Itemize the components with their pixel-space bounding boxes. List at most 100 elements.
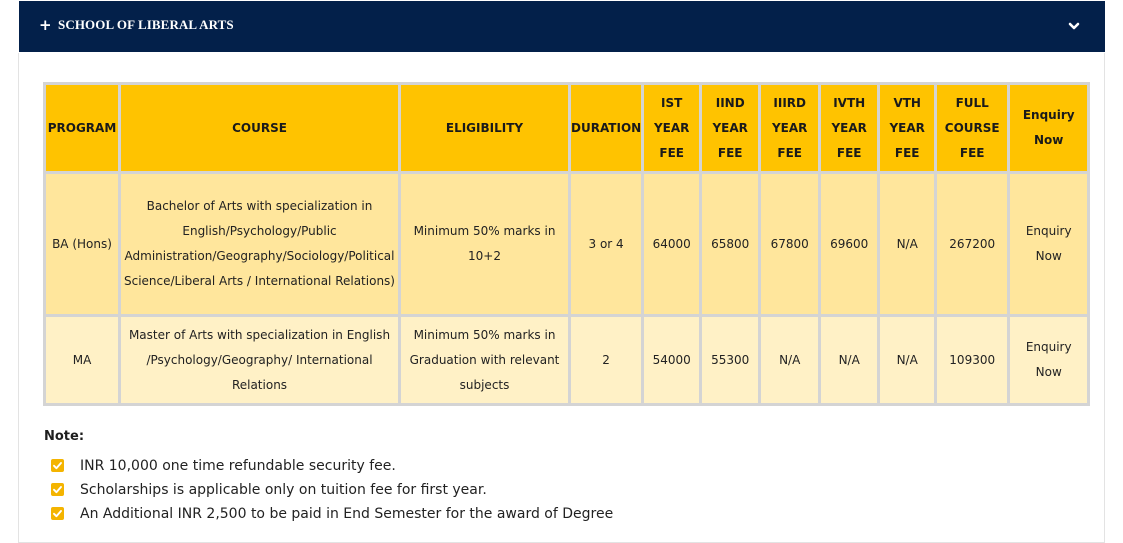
notes-section: Note: INR 10,000 one time refundable sec… <box>44 428 1084 526</box>
enquiry-now-link[interactable]: Enquiry Now <box>1010 174 1088 314</box>
header-enquiry-now: Enquiry Now <box>1010 85 1088 171</box>
cell-year3-lines: 67800 <box>761 232 818 257</box>
cell-duration-lines: 3 or 4 <box>571 232 641 257</box>
cell-line[interactable]: Now <box>1035 365 1062 379</box>
cell-program-lines: BA (Hons) <box>46 232 118 257</box>
header-course: COURSE <box>121 85 398 171</box>
cell-full-course-fee: 109300 <box>937 317 1008 403</box>
cell-year5-lines: N/A <box>880 348 934 373</box>
cell-line: Bachelor of Arts with specialization in <box>146 199 373 213</box>
cell-year1-lines: 54000 <box>644 348 699 373</box>
header-full-lines: FULL COURSE FEE <box>937 91 1007 166</box>
cell-line: ELIGIBILITY <box>445 120 524 135</box>
header-enquiry-lines: Enquiry Now <box>1010 103 1087 153</box>
cell-line: FEE <box>959 145 985 160</box>
cell-line: N/A <box>896 236 918 251</box>
cell-line: PROGRAM <box>47 120 117 135</box>
header-year3-fee: IIIRD YEAR FEE <box>761 85 819 171</box>
cell-line: 54000 <box>652 352 691 367</box>
note-text: INR 10,000 one time refundable security … <box>80 458 396 474</box>
cell-course: Bachelor of Arts with specialization in E… <box>121 174 398 314</box>
cell-line: YEAR <box>771 120 808 135</box>
cell-eligibility: Minimum 50% marks in Graduation with rele… <box>401 317 568 403</box>
accordion-header-liberal-arts[interactable]: + SCHOOL OF LIBERAL ARTS <box>19 1 1105 52</box>
cell-line: subjects <box>459 377 510 392</box>
cell-year1-lines: 64000 <box>644 232 699 257</box>
plus-icon: + <box>39 16 52 34</box>
cell-eligibility: Minimum 50% marks in 10+2 <box>401 174 568 314</box>
cell-line: Administration/Geography/Sociology/Polit… <box>124 249 395 263</box>
cell-year4-lines: N/A <box>821 348 877 373</box>
table-row-ba-hons: BA (Hons) Bachelor of Arts with speciali… <box>46 174 1088 314</box>
cell-year3-fee: N/A <box>761 317 819 403</box>
header-duration: DURATION <box>571 85 642 171</box>
cell-full-lines: 109300 <box>937 348 1007 373</box>
note-text: Scholarships is applicable only on tuiti… <box>80 482 487 498</box>
cell-year5-lines: N/A <box>880 232 934 257</box>
cell-year3-lines: N/A <box>761 348 818 373</box>
header-eligibility-lines: ELIGIBILITY <box>401 116 568 141</box>
table-header-row: PROGRAM COURSE ELIGIBILITY DURATION IST Y… <box>46 85 1088 171</box>
cell-line[interactable]: Enquiry <box>1025 340 1072 354</box>
cell-line: N/A <box>838 352 860 367</box>
note-item: INR 10,000 one time refundable security … <box>44 454 1084 478</box>
table-row-ma: MA Master of Arts with specialization in… <box>46 317 1088 403</box>
cell-line: COURSE <box>232 120 287 135</box>
fee-table: PROGRAM COURSE ELIGIBILITY DURATION IST Y… <box>43 82 1091 406</box>
header-year1-lines: IST YEAR FEE <box>644 91 699 166</box>
cell-line: Minimum 50% marks in <box>413 327 556 342</box>
header-year1-fee: IST YEAR FEE <box>644 85 700 171</box>
cell-line: 64000 <box>652 236 691 251</box>
cell-course: Master of Arts with specialization in En… <box>121 317 398 403</box>
header-course-lines: COURSE <box>121 116 398 141</box>
cell-line: 109300 <box>949 352 996 367</box>
cell-line: Now <box>1034 133 1064 147</box>
cell-line: English/Psychology/Public <box>182 224 337 238</box>
enquiry-now-label[interactable]: Enquiry Now <box>1010 219 1087 269</box>
cell-year2-lines: 65800 <box>702 232 758 257</box>
cell-line: FEE <box>717 145 743 160</box>
cell-line: /Psychology/Geography/ International <box>146 352 373 367</box>
notes-list: INR 10,000 one time refundable security … <box>44 454 1084 526</box>
cell-line: COURSE <box>944 120 1000 135</box>
cell-full-lines: 267200 <box>937 232 1007 257</box>
cell-duration-lines: 2 <box>571 348 641 373</box>
cell-line: FEE <box>836 145 862 160</box>
header-year2-lines: IIND YEAR FEE <box>702 91 758 166</box>
accordion-title: SCHOOL OF LIBERAL ARTS <box>58 17 234 32</box>
header-duration-lines: DURATION <box>571 116 641 141</box>
header-year3-lines: IIIRD YEAR FEE <box>761 91 818 166</box>
header-program: PROGRAM <box>46 85 118 171</box>
cell-line[interactable]: Now <box>1035 249 1062 263</box>
cell-line: Enquiry <box>1022 108 1075 122</box>
cell-line: 10+2 <box>468 249 501 263</box>
cell-course-lines: Master of Arts with specialization in En… <box>121 323 398 398</box>
note-item: Scholarships is applicable only on tuiti… <box>44 478 1084 502</box>
cell-year2-lines: 55300 <box>702 348 758 373</box>
notes-title: Note: <box>44 429 85 444</box>
cell-duration: 2 <box>571 317 642 403</box>
cell-line: N/A <box>779 352 801 367</box>
cell-line: IVTH <box>833 95 866 110</box>
cell-line: IST <box>661 95 683 110</box>
cell-program: BA (Hons) <box>46 174 118 314</box>
cell-line: BA (Hons) <box>52 236 112 251</box>
cell-line: 67800 <box>770 236 809 251</box>
enquiry-now-label[interactable]: Enquiry Now <box>1010 335 1087 385</box>
cell-line: IIND <box>715 95 745 110</box>
cell-program: MA <box>46 317 118 403</box>
cell-line: 65800 <box>711 236 750 251</box>
header-year5-fee: VTH YEAR FEE <box>880 85 935 171</box>
header-year4-lines: IVTH YEAR FEE <box>821 91 877 166</box>
cell-duration: 3 or 4 <box>571 174 642 314</box>
cell-line: MA <box>72 352 92 367</box>
enquiry-now-link[interactable]: Enquiry Now <box>1010 317 1088 403</box>
cell-year5-fee: N/A <box>880 317 935 403</box>
chevron-down-icon[interactable] <box>1067 19 1081 33</box>
cell-line[interactable]: Enquiry <box>1025 224 1072 238</box>
cell-line: YEAR <box>889 120 925 135</box>
cell-line: Graduation with relevant <box>409 352 560 367</box>
cell-line: 3 or 4 <box>588 236 624 251</box>
checkbox-checked-icon <box>51 507 64 520</box>
cell-line: IIIRD <box>773 95 806 110</box>
